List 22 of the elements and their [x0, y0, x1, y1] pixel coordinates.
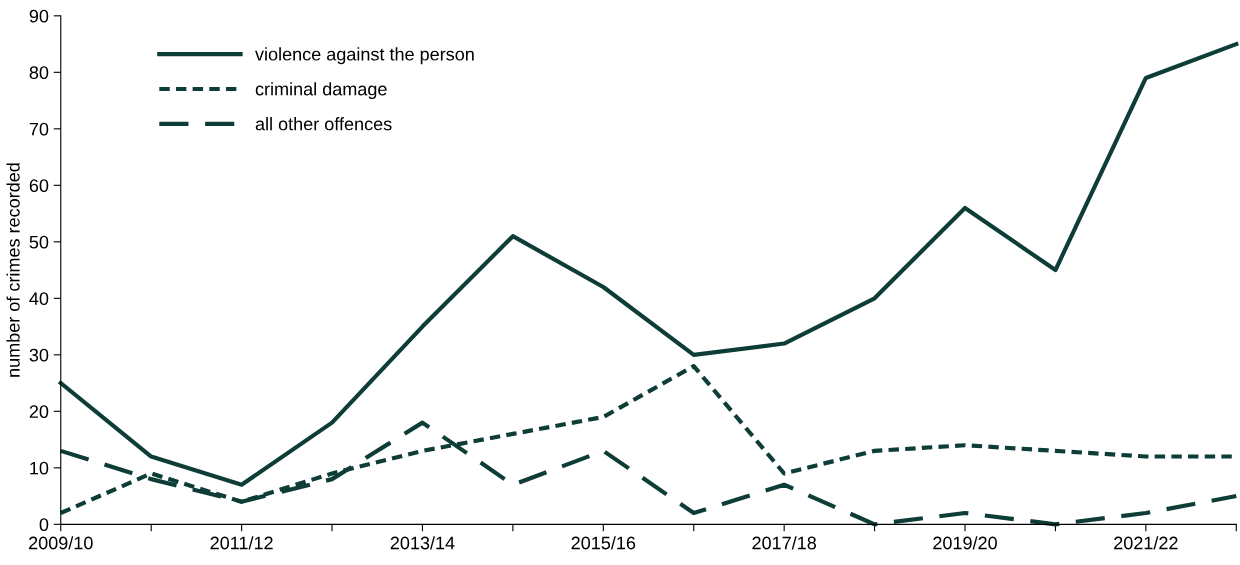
- legend-label: criminal damage: [255, 82, 387, 100]
- x-tick-label: 2011/12: [210, 536, 273, 550]
- y-tick-label: 0: [39, 518, 49, 532]
- y-tick-label: 60: [29, 179, 49, 193]
- y-axis-title: number of crimes recorded: [6, 163, 20, 377]
- y-tick-label: 70: [29, 122, 49, 136]
- x-tick-label: 2019/20: [933, 536, 997, 550]
- y-tick-label: 40: [29, 292, 49, 306]
- x-tick-label: 2009/10: [29, 536, 93, 550]
- x-tick-label: 2021/22: [1114, 536, 1178, 550]
- legend-label: violence against the person: [255, 47, 474, 65]
- y-tick-label: 50: [29, 235, 49, 249]
- x-tick-label: 2017/18: [752, 536, 817, 550]
- y-tick-label: 80: [29, 66, 49, 80]
- y-tick-label: 20: [29, 405, 49, 419]
- y-tick-label: 10: [30, 461, 49, 475]
- y-tick-label: 30: [29, 348, 49, 362]
- x-tick-label: 2015/16: [571, 536, 636, 550]
- legend-label: all other offences: [255, 117, 392, 131]
- y-tick-label: 90: [29, 9, 49, 23]
- line-series: [58, 41, 1239, 487]
- x-tick-label: 2013/14: [390, 536, 455, 550]
